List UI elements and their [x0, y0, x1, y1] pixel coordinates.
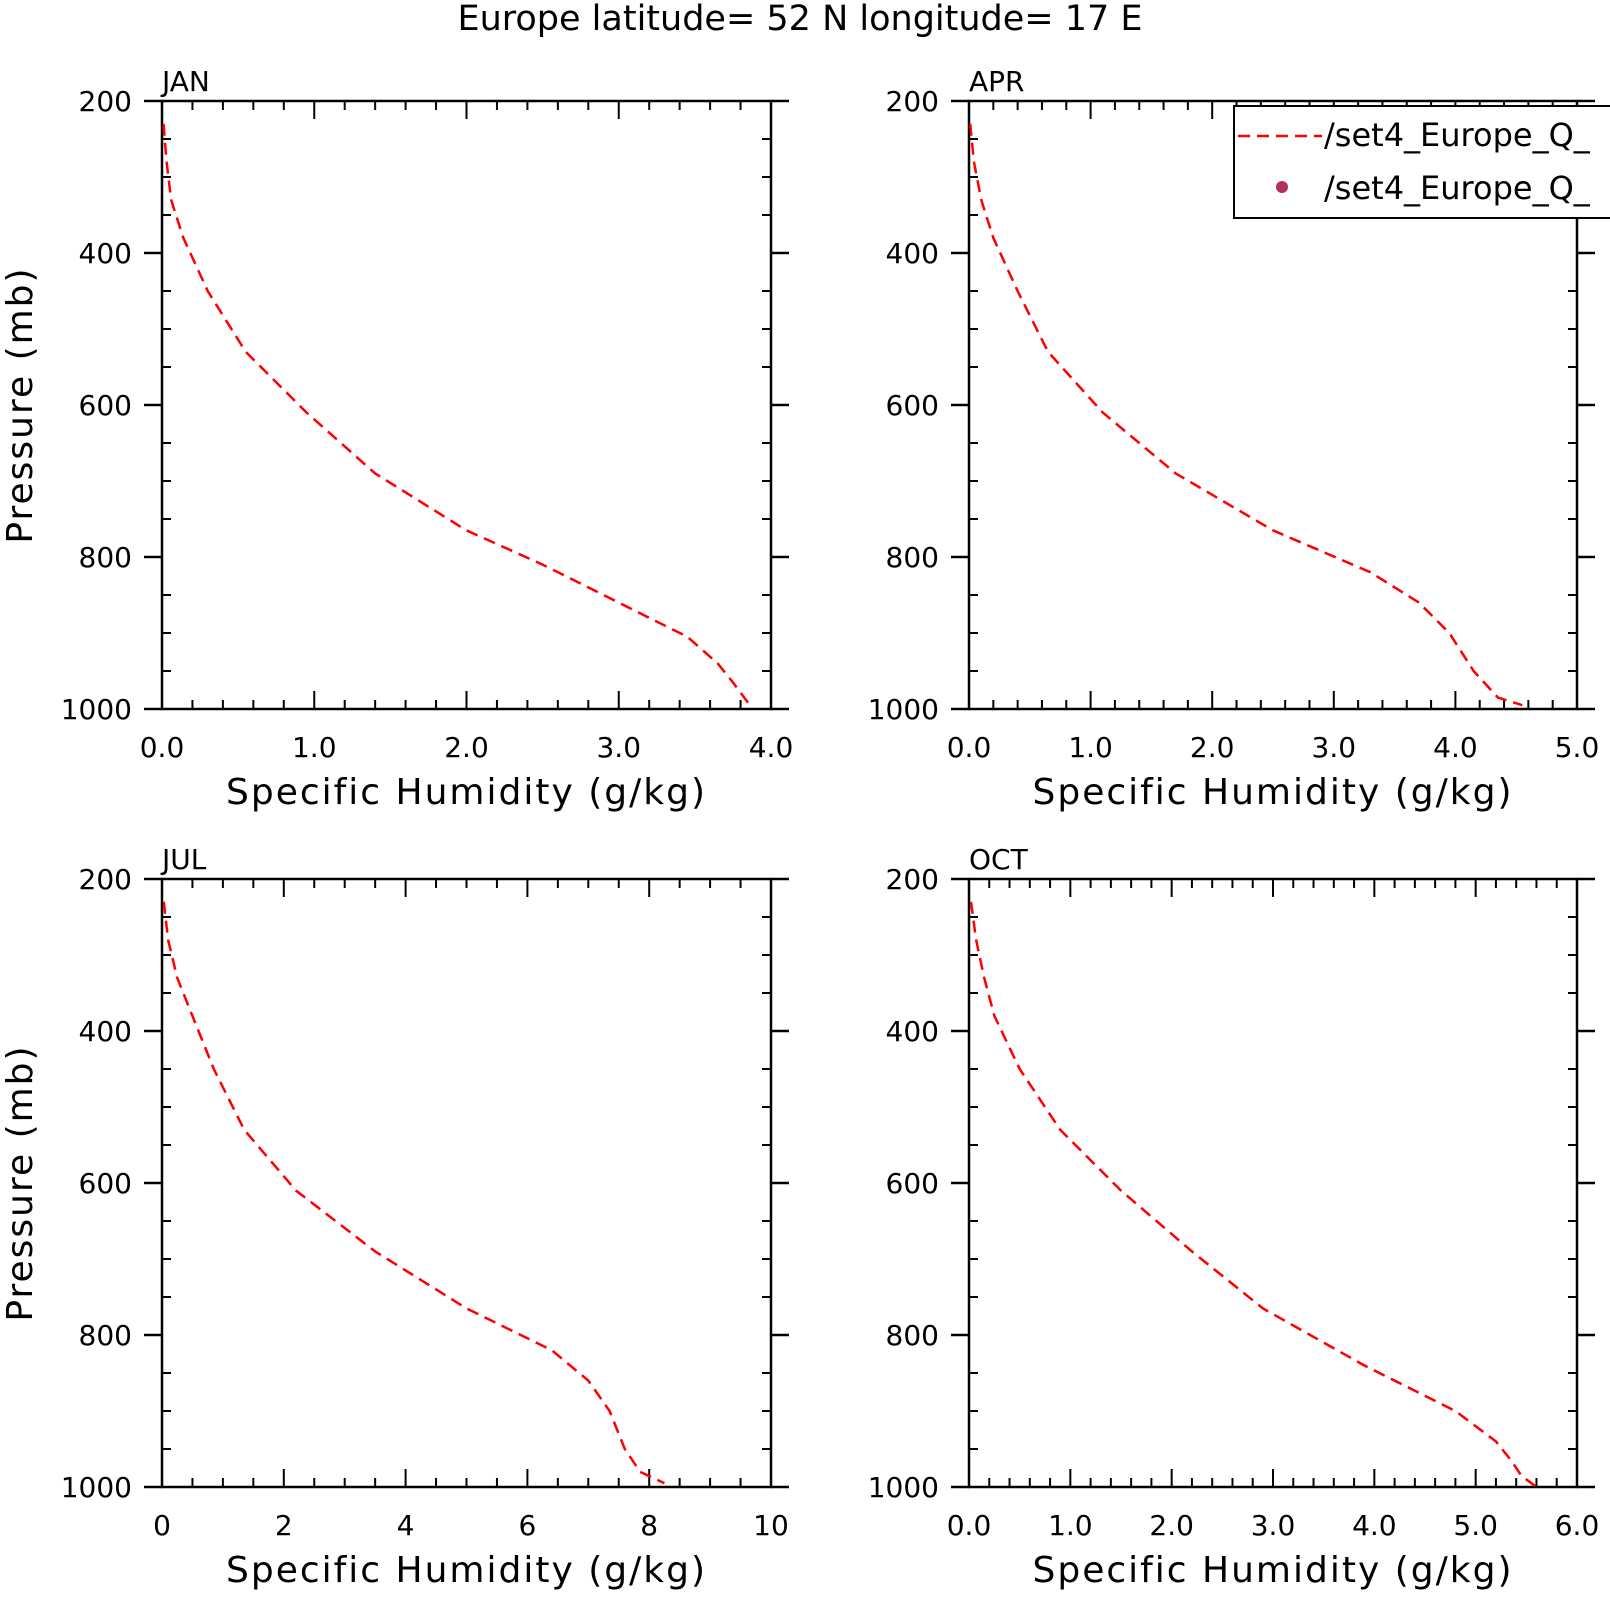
panel-label: OCT — [969, 843, 1029, 876]
y-tick-label: 600 — [79, 1167, 132, 1200]
y-tick-label: 200 — [79, 85, 132, 118]
panel-oct: 0.0 1.0 2.0 3.0 4.0 5.0 6.0 200 400 600 800 1000 Spe… — [868, 843, 1600, 1591]
figure-title: Europe latitude= 52 N longitude= 17 E — [457, 0, 1142, 39]
y-tick-label: 400 — [886, 1015, 939, 1048]
x-tick-label: 0.0 — [947, 1509, 992, 1542]
series-line — [969, 901, 1538, 1488]
y-tick-label: 200 — [886, 85, 939, 118]
y-tick-label: 200 — [886, 863, 939, 896]
series-line — [162, 901, 665, 1485]
x-axis-label: Specific Humidity (g/kg) — [1032, 772, 1513, 813]
y-tick-label: 1000 — [868, 1471, 939, 1504]
y-tick-label: 600 — [886, 1167, 939, 1200]
x-tick-label: 6.0 — [1555, 1509, 1600, 1542]
plot-frame — [160, 877, 773, 1489]
ticks — [144, 877, 789, 1489]
x-axis-label: Specific Humidity (g/kg) — [226, 772, 707, 813]
panel-jan: 0.0 1.0 2.0 3.0 4.0 200 400 600 800 1000 Specific … — [0, 65, 793, 813]
x-tick-label: 2.0 — [1190, 731, 1235, 764]
x-tick-label: 4.0 — [1433, 731, 1478, 764]
x-tick-label: 4.0 — [749, 731, 794, 764]
panel-apr: 0.0 1.0 2.0 3.0 4.0 5.0 200 400 600 800 1000 Specif… — [868, 65, 1600, 813]
y-tick-label: 200 — [79, 863, 132, 896]
y-tick-label: 800 — [886, 541, 939, 574]
x-tick-label: 1.0 — [1068, 731, 1113, 764]
x-tick-label: 2.0 — [1149, 1509, 1194, 1542]
y-tick-label: 400 — [886, 237, 939, 270]
x-tick-label: 1.0 — [292, 731, 337, 764]
y-tick-label: 1000 — [61, 1471, 132, 1504]
y-axis-label: Pressure (mb) — [0, 266, 41, 543]
x-tick-label: 2 — [275, 1509, 293, 1542]
legend-label: /set4_Europe_Q_ — [1324, 116, 1591, 154]
legend-box — [1233, 105, 1610, 219]
panel-jul: 0 2 4 6 8 10 200 400 600 800 1000 Specific Humidity… — [0, 843, 789, 1591]
x-tick-label: 2.0 — [444, 731, 489, 764]
y-tick-label: 800 — [886, 1319, 939, 1352]
x-tick-label: 4 — [397, 1509, 415, 1542]
ticks — [144, 99, 789, 711]
legend-dot-swatch — [1276, 181, 1288, 193]
x-tick-label: 10 — [753, 1509, 789, 1542]
y-tick-label: 800 — [79, 1319, 132, 1352]
x-tick-label: 5.0 — [1453, 1509, 1498, 1542]
panel-label: APR — [969, 65, 1025, 98]
y-tick-label: 1000 — [61, 693, 132, 726]
panels: 0.0 1.0 2.0 3.0 4.0 200 400 600 800 1000 Specific … — [0, 65, 1599, 1591]
x-tick-label: 0.0 — [140, 731, 185, 764]
x-tick-label: 5.0 — [1555, 731, 1600, 764]
plot-frame — [160, 99, 773, 711]
x-tick-label: 1.0 — [1048, 1509, 1093, 1542]
x-tick-label: 6 — [518, 1509, 536, 1542]
x-tick-label: 0 — [153, 1509, 171, 1542]
x-tick-label: 3.0 — [1312, 731, 1357, 764]
x-tick-label: 0.0 — [947, 731, 992, 764]
ticks — [951, 877, 1595, 1489]
x-tick-label: 8 — [640, 1509, 658, 1542]
legend-label: /set4_Europe_Q_ — [1324, 169, 1591, 207]
x-axis-label: Specific Humidity (g/kg) — [226, 1550, 707, 1591]
y-tick-label: 1000 — [868, 693, 939, 726]
plot-frame — [967, 877, 1579, 1489]
x-axis-label: Specific Humidity (g/kg) — [1032, 1550, 1513, 1591]
y-tick-label: 600 — [79, 389, 132, 422]
series-line — [162, 123, 750, 704]
y-tick-label: 400 — [79, 1015, 132, 1048]
x-tick-label: 3.0 — [596, 731, 641, 764]
panel-label: JUL — [160, 843, 207, 876]
x-tick-label: 3.0 — [1251, 1509, 1296, 1542]
legend: /set4_Europe_Q_ /set4_Europe_Q_ — [1233, 105, 1610, 219]
y-tick-label: 400 — [79, 237, 132, 270]
panel-label: JAN — [160, 65, 210, 98]
y-tick-label: 600 — [886, 389, 939, 422]
x-tick-label: 4.0 — [1352, 1509, 1397, 1542]
series-line — [968, 123, 1523, 707]
y-axis-label: Pressure (mb) — [0, 1044, 41, 1321]
y-tick-label: 800 — [79, 541, 132, 574]
